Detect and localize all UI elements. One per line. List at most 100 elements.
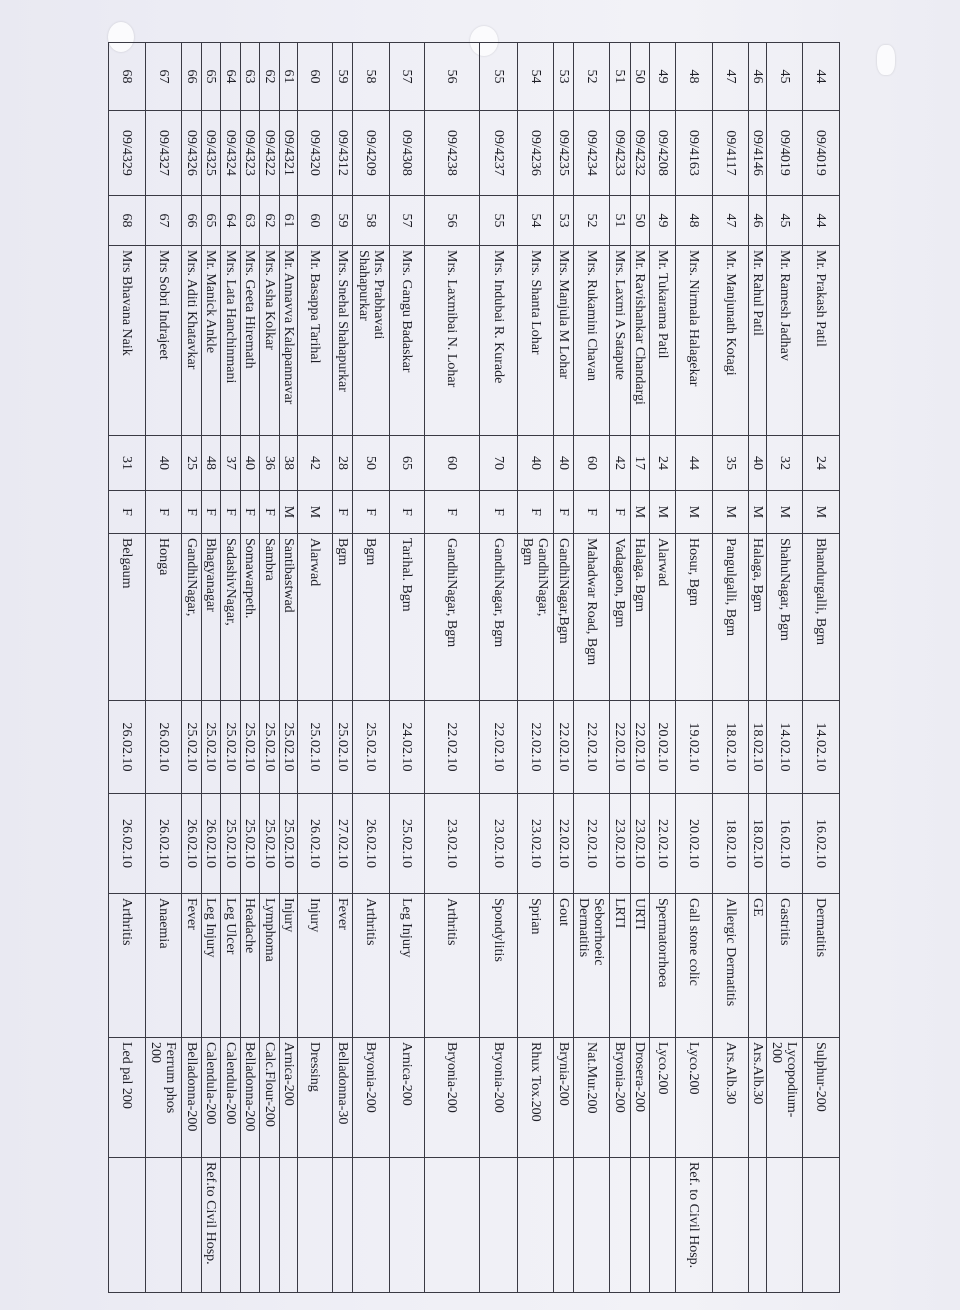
cell-diagnosis: Arthritis <box>108 893 146 1038</box>
cell-op-no: 57 <box>389 195 425 246</box>
cell-date-to: 23.02.10 <box>479 793 518 894</box>
cell-reg-no: 09/4321 <box>279 110 298 196</box>
cell-name: Mrs. Nirmala Halagekar <box>675 245 713 436</box>
cell-remarks <box>332 1157 353 1293</box>
cell-name: Mrs. Gangu Badaskar <box>389 245 425 436</box>
cell-date-from: 26.02.10 <box>145 700 182 794</box>
cell-remarks <box>479 1157 518 1293</box>
cell-medicine: Sulphur-200 <box>802 1037 840 1158</box>
cell-date-to: 16.02.10 <box>766 793 803 894</box>
cell-name: Mrs. Lata Hanchinmani <box>220 245 241 436</box>
cell-date-from: 25.02.10 <box>220 700 241 794</box>
cell-reg-no: 09/4308 <box>389 110 425 196</box>
cell-address: Bgm <box>332 533 353 701</box>
cell-op-no: 59 <box>332 195 353 246</box>
cell-date-to: 20.02.10 <box>675 793 713 894</box>
cell-date-to: 23.02.10 <box>630 793 650 894</box>
cell-age: 36 <box>259 435 280 491</box>
cell-reg-no: 09/4163 <box>675 110 713 196</box>
cell-reg-no: 09/4238 <box>424 110 480 196</box>
table-row: 62 09/4322 62 Mrs. Asha Kolkar 36 F Sambra 25.0… <box>259 42 280 1293</box>
cell-age: 38 <box>279 435 298 491</box>
table-row: 61 09/4321 61 Mr. Annavva Kalapannavar 38 M Sa… <box>279 42 298 1293</box>
cell-date-to: 22.02.10 <box>553 793 574 894</box>
cell-date-to: 22.02.10 <box>573 793 610 894</box>
cell-op-no: 65 <box>201 195 221 246</box>
cell-sex: M <box>748 490 767 534</box>
cell-date-to: 26.02.10 <box>108 793 146 894</box>
cell-address: Belgaum <box>108 533 146 701</box>
cell-date-to: 26.02.10 <box>145 793 182 894</box>
table-row: 60 09/4320 60 Mr. Basappa Tarihal 42 M Alarwad… <box>297 42 333 1293</box>
cell-sl-no: 50 <box>630 42 650 111</box>
cell-diagnosis: GE <box>748 893 767 1038</box>
cell-age: 17 <box>630 435 650 491</box>
cell-remarks <box>630 1157 650 1293</box>
cell-op-no: 63 <box>240 195 260 246</box>
cell-date-to: 16.02.10 <box>802 793 840 894</box>
cell-remarks <box>145 1157 182 1293</box>
cell-medicine: Calendula-200 <box>220 1037 241 1158</box>
cell-remarks <box>297 1157 333 1293</box>
cell-name: Mrs Sobri Indrajeet <box>145 245 182 436</box>
cell-sex: F <box>573 490 610 534</box>
cell-name: Mrs. Asha Kolkar <box>259 245 280 436</box>
cell-date-to: 26.02.10 <box>297 793 333 894</box>
cell-sex: F <box>479 490 518 534</box>
cell-op-no: 66 <box>181 195 202 246</box>
cell-medicine: Ars.Alb.30 <box>712 1037 749 1158</box>
tape-mark <box>470 26 498 56</box>
cell-age: 65 <box>389 435 425 491</box>
cell-reg-no: 09/4233 <box>609 110 631 196</box>
cell-date-to: 22.02.10 <box>649 793 676 894</box>
cell-name: Mr. Prakash Patil <box>802 245 840 436</box>
cell-name: Mrs. Prabhavati Shahapurkar <box>352 245 390 436</box>
table-row: 59 09/4312 59 Mrs. Snehal Shahapurkar 28 F Bgm… <box>332 42 353 1293</box>
cell-medicine: Lyco.200 <box>649 1037 676 1158</box>
cell-remarks <box>108 1157 146 1293</box>
cell-date-to: 25.02.10 <box>259 793 280 894</box>
cell-sl-no: 67 <box>145 42 182 111</box>
table-row: 46 09/4146 46 Mr. Rahul Patil 40 M Halaga, Bgm… <box>748 42 767 1293</box>
cell-date-to: 25.02.10 <box>389 793 425 894</box>
table-row: 45 09/4019 45 Mr. Ramesh Jadhav 32 M ShahuNaga… <box>766 42 803 1293</box>
cell-address: Sambra <box>259 533 280 701</box>
cell-medicine: Calendula-200 <box>201 1037 221 1158</box>
cell-medicine: Nat.Mur.200 <box>573 1037 610 1158</box>
cell-date-from: 22.02.10 <box>630 700 650 794</box>
cell-age: 44 <box>675 435 713 491</box>
cell-sex: F <box>424 490 480 534</box>
cell-diagnosis: Lymphoma <box>259 893 280 1038</box>
cell-address: Santibastwad <box>279 533 298 701</box>
table-row: 63 09/4323 63 Mrs. Geeta Hiremath 40 F Somawar… <box>240 42 260 1293</box>
cell-medicine: Arnica-200 <box>389 1037 425 1158</box>
cell-op-no: 52 <box>573 195 610 246</box>
cell-address: Honga <box>145 533 182 701</box>
cell-date-from: 19.02.10 <box>675 700 713 794</box>
cell-date-from: 22.02.10 <box>609 700 631 794</box>
cell-reg-no: 09/4329 <box>108 110 146 196</box>
cell-diagnosis: Fever <box>332 893 353 1038</box>
cell-age: 70 <box>479 435 518 491</box>
cell-op-no: 55 <box>479 195 518 246</box>
cell-remarks <box>220 1157 241 1293</box>
cell-sex: F <box>517 490 554 534</box>
cell-medicine: Rhux Tox.200 <box>517 1037 554 1158</box>
table-row: 55 09/4237 55 Mrs. Indubai R. Kurade 70 F Gand… <box>479 42 518 1293</box>
cell-date-to: 27.02.10 <box>332 793 353 894</box>
cell-date-from: 22.02.10 <box>479 700 518 794</box>
cell-sl-no: 51 <box>609 42 631 111</box>
cell-medicine: Bryonia-200 <box>609 1037 631 1158</box>
cell-diagnosis: Injury <box>279 893 298 1038</box>
table-row: 51 09/4233 51 Mrs. Laxmi A Satapute 42 F Vadag… <box>609 42 631 1293</box>
cell-date-from: 22.02.10 <box>517 700 554 794</box>
cell-reg-no: 09/4325 <box>201 110 221 196</box>
cell-diagnosis: Injury <box>297 893 333 1038</box>
cell-sex: F <box>389 490 425 534</box>
cell-op-no: 58 <box>352 195 390 246</box>
cell-address: ShahuNagar, Bgm <box>766 533 803 701</box>
cell-diagnosis: Dermatitis <box>802 893 840 1038</box>
cell-address: Halaga. Bgm <box>630 533 650 701</box>
cell-date-to: 26.02.10 <box>201 793 221 894</box>
table-row: 58 09/4209 58 Mrs. Prabhavati Shahapurkar 50… <box>352 42 390 1293</box>
